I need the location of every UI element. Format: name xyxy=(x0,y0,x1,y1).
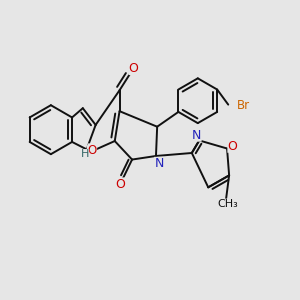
Text: O: O xyxy=(227,140,237,153)
Text: H: H xyxy=(81,149,89,159)
Text: O: O xyxy=(88,143,97,157)
Text: N: N xyxy=(154,157,164,170)
Text: Br: Br xyxy=(237,99,250,112)
Text: O: O xyxy=(129,62,139,75)
Text: O: O xyxy=(87,145,96,158)
Text: O: O xyxy=(115,178,125,190)
Text: N: N xyxy=(192,129,202,142)
Text: CH₃: CH₃ xyxy=(217,199,238,209)
